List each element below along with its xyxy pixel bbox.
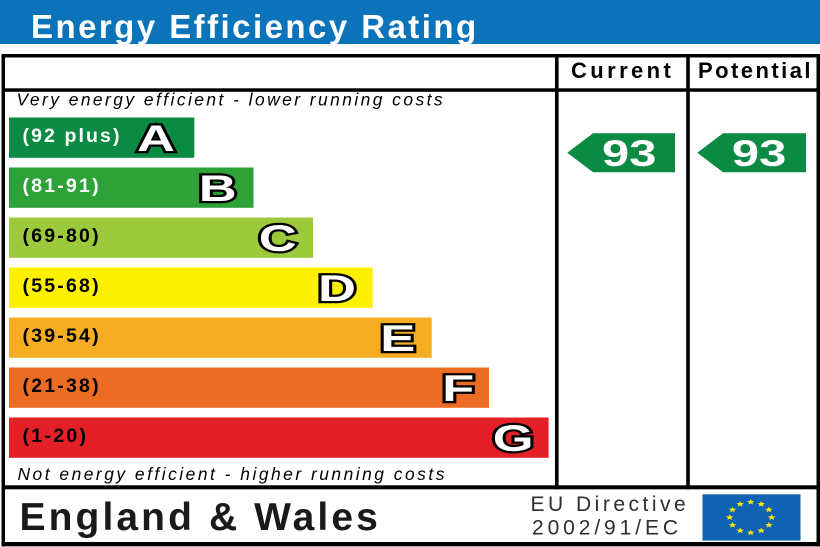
- svg-text:(39-54): (39-54): [23, 325, 101, 347]
- svg-text:B: B: [199, 168, 237, 210]
- svg-text:(55-68): (55-68): [23, 275, 101, 297]
- svg-text:93: 93: [602, 133, 656, 174]
- svg-text:E: E: [380, 318, 415, 360]
- svg-text:(81-91): (81-91): [23, 175, 101, 197]
- svg-text:(69-80): (69-80): [23, 225, 101, 247]
- svg-text:2002/91/EC: 2002/91/EC: [532, 517, 682, 540]
- svg-text:EU Directive: EU Directive: [531, 493, 690, 516]
- svg-text:(1-20): (1-20): [23, 425, 89, 447]
- svg-text:(92 plus): (92 plus): [23, 125, 122, 147]
- svg-text:C: C: [259, 218, 297, 260]
- svg-text:93: 93: [732, 133, 786, 174]
- svg-text:D: D: [318, 268, 356, 310]
- svg-text:England & Wales: England & Wales: [20, 496, 381, 539]
- svg-text:Very energy efficient - lower: Very energy efficient - lower running co…: [17, 89, 446, 109]
- svg-text:Energy Efficiency Rating: Energy Efficiency Rating: [31, 8, 479, 45]
- svg-text:Potential: Potential: [698, 58, 813, 83]
- svg-text:Current: Current: [571, 58, 674, 83]
- svg-text:Not energy efficient - higher: Not energy efficient - higher running co…: [18, 464, 447, 484]
- svg-text:(21-38): (21-38): [23, 375, 101, 397]
- svg-text:G: G: [493, 418, 534, 460]
- svg-text:F: F: [442, 368, 474, 410]
- svg-text:A: A: [137, 118, 175, 160]
